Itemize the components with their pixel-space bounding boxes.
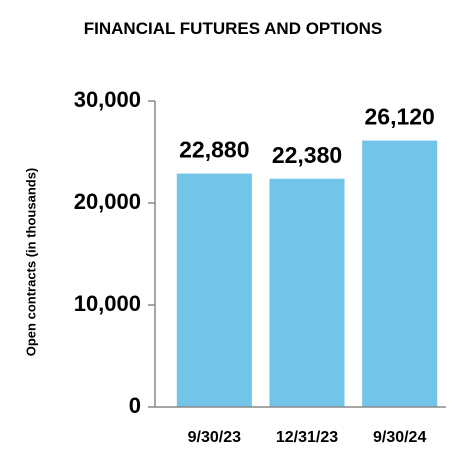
data-label: 26,120 bbox=[364, 104, 434, 130]
x-tick-label: 9/30/23 bbox=[188, 429, 241, 446]
y-axis-label: Open contracts (in thousands) bbox=[23, 168, 38, 357]
data-label: 22,880 bbox=[179, 137, 249, 163]
y-tick-label: 30,000 bbox=[74, 87, 141, 112]
chart-title: FINANCIAL FUTURES AND OPTIONS bbox=[83, 19, 383, 38]
x-tick-label: 9/30/24 bbox=[373, 429, 426, 446]
y-tick-label: 0 bbox=[129, 393, 141, 418]
x-tick-label: 12/31/23 bbox=[276, 429, 338, 446]
bar bbox=[176, 173, 252, 407]
bar bbox=[362, 140, 438, 408]
data-label: 22,380 bbox=[272, 142, 342, 168]
bar bbox=[269, 178, 345, 407]
y-tick-label: 10,000 bbox=[74, 291, 141, 316]
y-tick-label: 20,000 bbox=[74, 189, 141, 214]
